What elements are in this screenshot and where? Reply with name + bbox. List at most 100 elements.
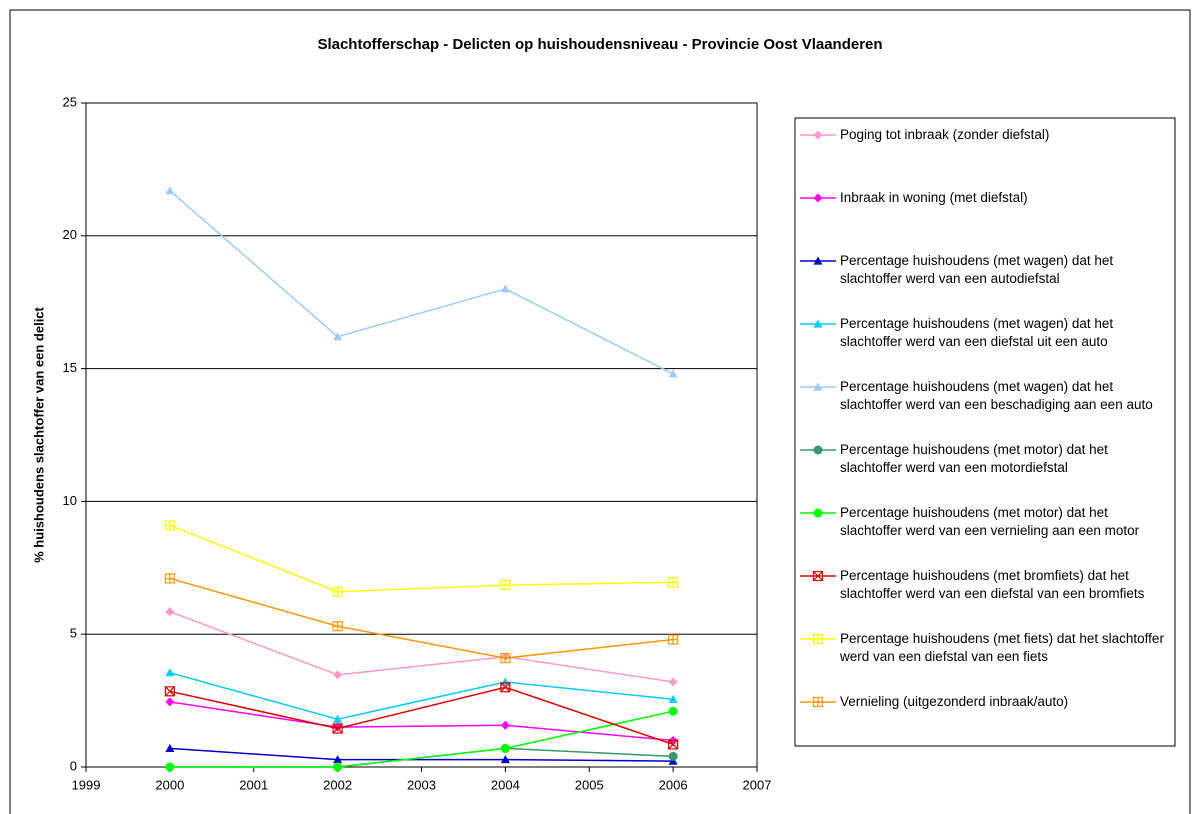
marker-shape [668, 577, 678, 587]
marker-shape [500, 653, 510, 663]
marker [813, 445, 823, 455]
marker-shape [668, 739, 679, 750]
marker [332, 621, 343, 632]
y-tick-label: 25 [63, 94, 77, 109]
legend-swatch [800, 445, 836, 455]
marker-shape [165, 743, 175, 753]
y-tick-label: 20 [63, 227, 77, 242]
marker [668, 706, 678, 716]
marker-shape [333, 762, 343, 772]
x-tick-label: 2002 [323, 777, 352, 792]
marker-shape [332, 723, 343, 734]
legend-swatch [800, 570, 836, 582]
legend-swatch [800, 256, 836, 265]
marker [812, 633, 824, 645]
marker-shape [165, 573, 175, 583]
marker-shape [333, 621, 343, 631]
legend-entry: Inbraak in woning (met diefstal) [800, 189, 1170, 207]
marker-shape [500, 743, 510, 753]
legend-entry: Percentage huishoudens (met fiets) dat h… [800, 630, 1170, 666]
marker-shape [165, 668, 175, 677]
marker [500, 720, 510, 730]
marker [813, 130, 823, 140]
marker-shape [813, 256, 823, 265]
marker [165, 668, 175, 677]
marker-shape [333, 714, 343, 723]
legend-label: Poging tot inbraak (zonder diefstal) [840, 127, 1050, 142]
marker [668, 694, 678, 703]
legend-label: Vernieling (uitgezonderd inbraak/auto) [840, 694, 1069, 709]
marker [500, 755, 510, 764]
marker-shape [500, 580, 510, 590]
x-tick-label: 1999 [72, 777, 101, 792]
marker-shape [333, 587, 343, 597]
marker-shape [813, 130, 823, 140]
legend-entry: Percentage huishoudens (met wagen) dat h… [800, 252, 1170, 288]
marker [500, 682, 511, 693]
legend-entry: Percentage huishoudens (met wagen) dat h… [800, 315, 1170, 351]
x-tick-label: 2001 [239, 777, 268, 792]
legend-entry: Percentage huishoudens (met wagen) dat h… [800, 378, 1170, 414]
marker-shape [333, 670, 343, 680]
chart-title: Slachtofferschap - Delicten op huishoude… [317, 36, 882, 53]
legend-swatch [800, 696, 836, 708]
series-line [169, 524, 674, 593]
legend-swatch [800, 382, 836, 391]
marker [333, 332, 343, 341]
marker [500, 677, 510, 686]
legend-entry: Vernieling (uitgezonderd inbraak/auto) [800, 693, 1170, 711]
marker [500, 653, 511, 664]
y-tick-label: 5 [70, 626, 77, 641]
marker [813, 193, 823, 203]
legend-label: Percentage huishoudens (met motor) dat h… [840, 505, 1140, 538]
legend-entry: Percentage huishoudens (met bromfiets) d… [800, 567, 1170, 603]
marker-shape [668, 369, 678, 378]
marker [164, 520, 175, 531]
legend-swatch [800, 319, 836, 328]
marker-shape [165, 607, 175, 617]
x-tick-label: 2006 [659, 777, 688, 792]
legend-entry: Percentage huishoudens (met motor) dat h… [800, 441, 1170, 477]
marker-shape [813, 193, 823, 203]
marker [165, 607, 175, 617]
series-line [169, 747, 674, 762]
y-tick-label: 0 [70, 758, 77, 773]
marker-shape [813, 508, 823, 518]
marker [333, 722, 343, 732]
marker-shape [165, 762, 175, 772]
marker [500, 743, 510, 753]
marker [813, 319, 823, 328]
marker-shape [813, 634, 823, 644]
marker-shape [813, 697, 823, 707]
marker-shape [333, 755, 343, 764]
series-line [169, 701, 674, 742]
marker [813, 382, 823, 391]
legend-label: Percentage huishoudens (met wagen) dat h… [840, 316, 1114, 349]
marker-shape [500, 284, 510, 293]
legend-swatch [800, 633, 836, 645]
marker-shape [668, 751, 678, 761]
series-line [169, 710, 674, 768]
legend-label: Inbraak in woning (met diefstal) [840, 190, 1028, 205]
marker [668, 369, 678, 378]
x-tick-label: 2003 [407, 777, 436, 792]
marker [668, 739, 679, 750]
marker [813, 508, 823, 518]
marker [333, 762, 343, 772]
y-axis-label: % huishoudens slachtoffer van een delict [31, 306, 46, 562]
marker [500, 579, 511, 591]
marker [333, 714, 343, 723]
x-tick-label: 2007 [743, 777, 772, 792]
marker-shape [500, 682, 511, 693]
marker-shape [164, 686, 175, 697]
marker [165, 743, 175, 753]
marker-shape [165, 186, 175, 195]
marker [813, 256, 823, 265]
marker [500, 284, 510, 293]
series-line [169, 190, 674, 375]
marker-shape [332, 723, 343, 734]
legend-label: Percentage huishoudens (met motor) dat h… [840, 442, 1108, 475]
marker-shape [500, 677, 510, 686]
